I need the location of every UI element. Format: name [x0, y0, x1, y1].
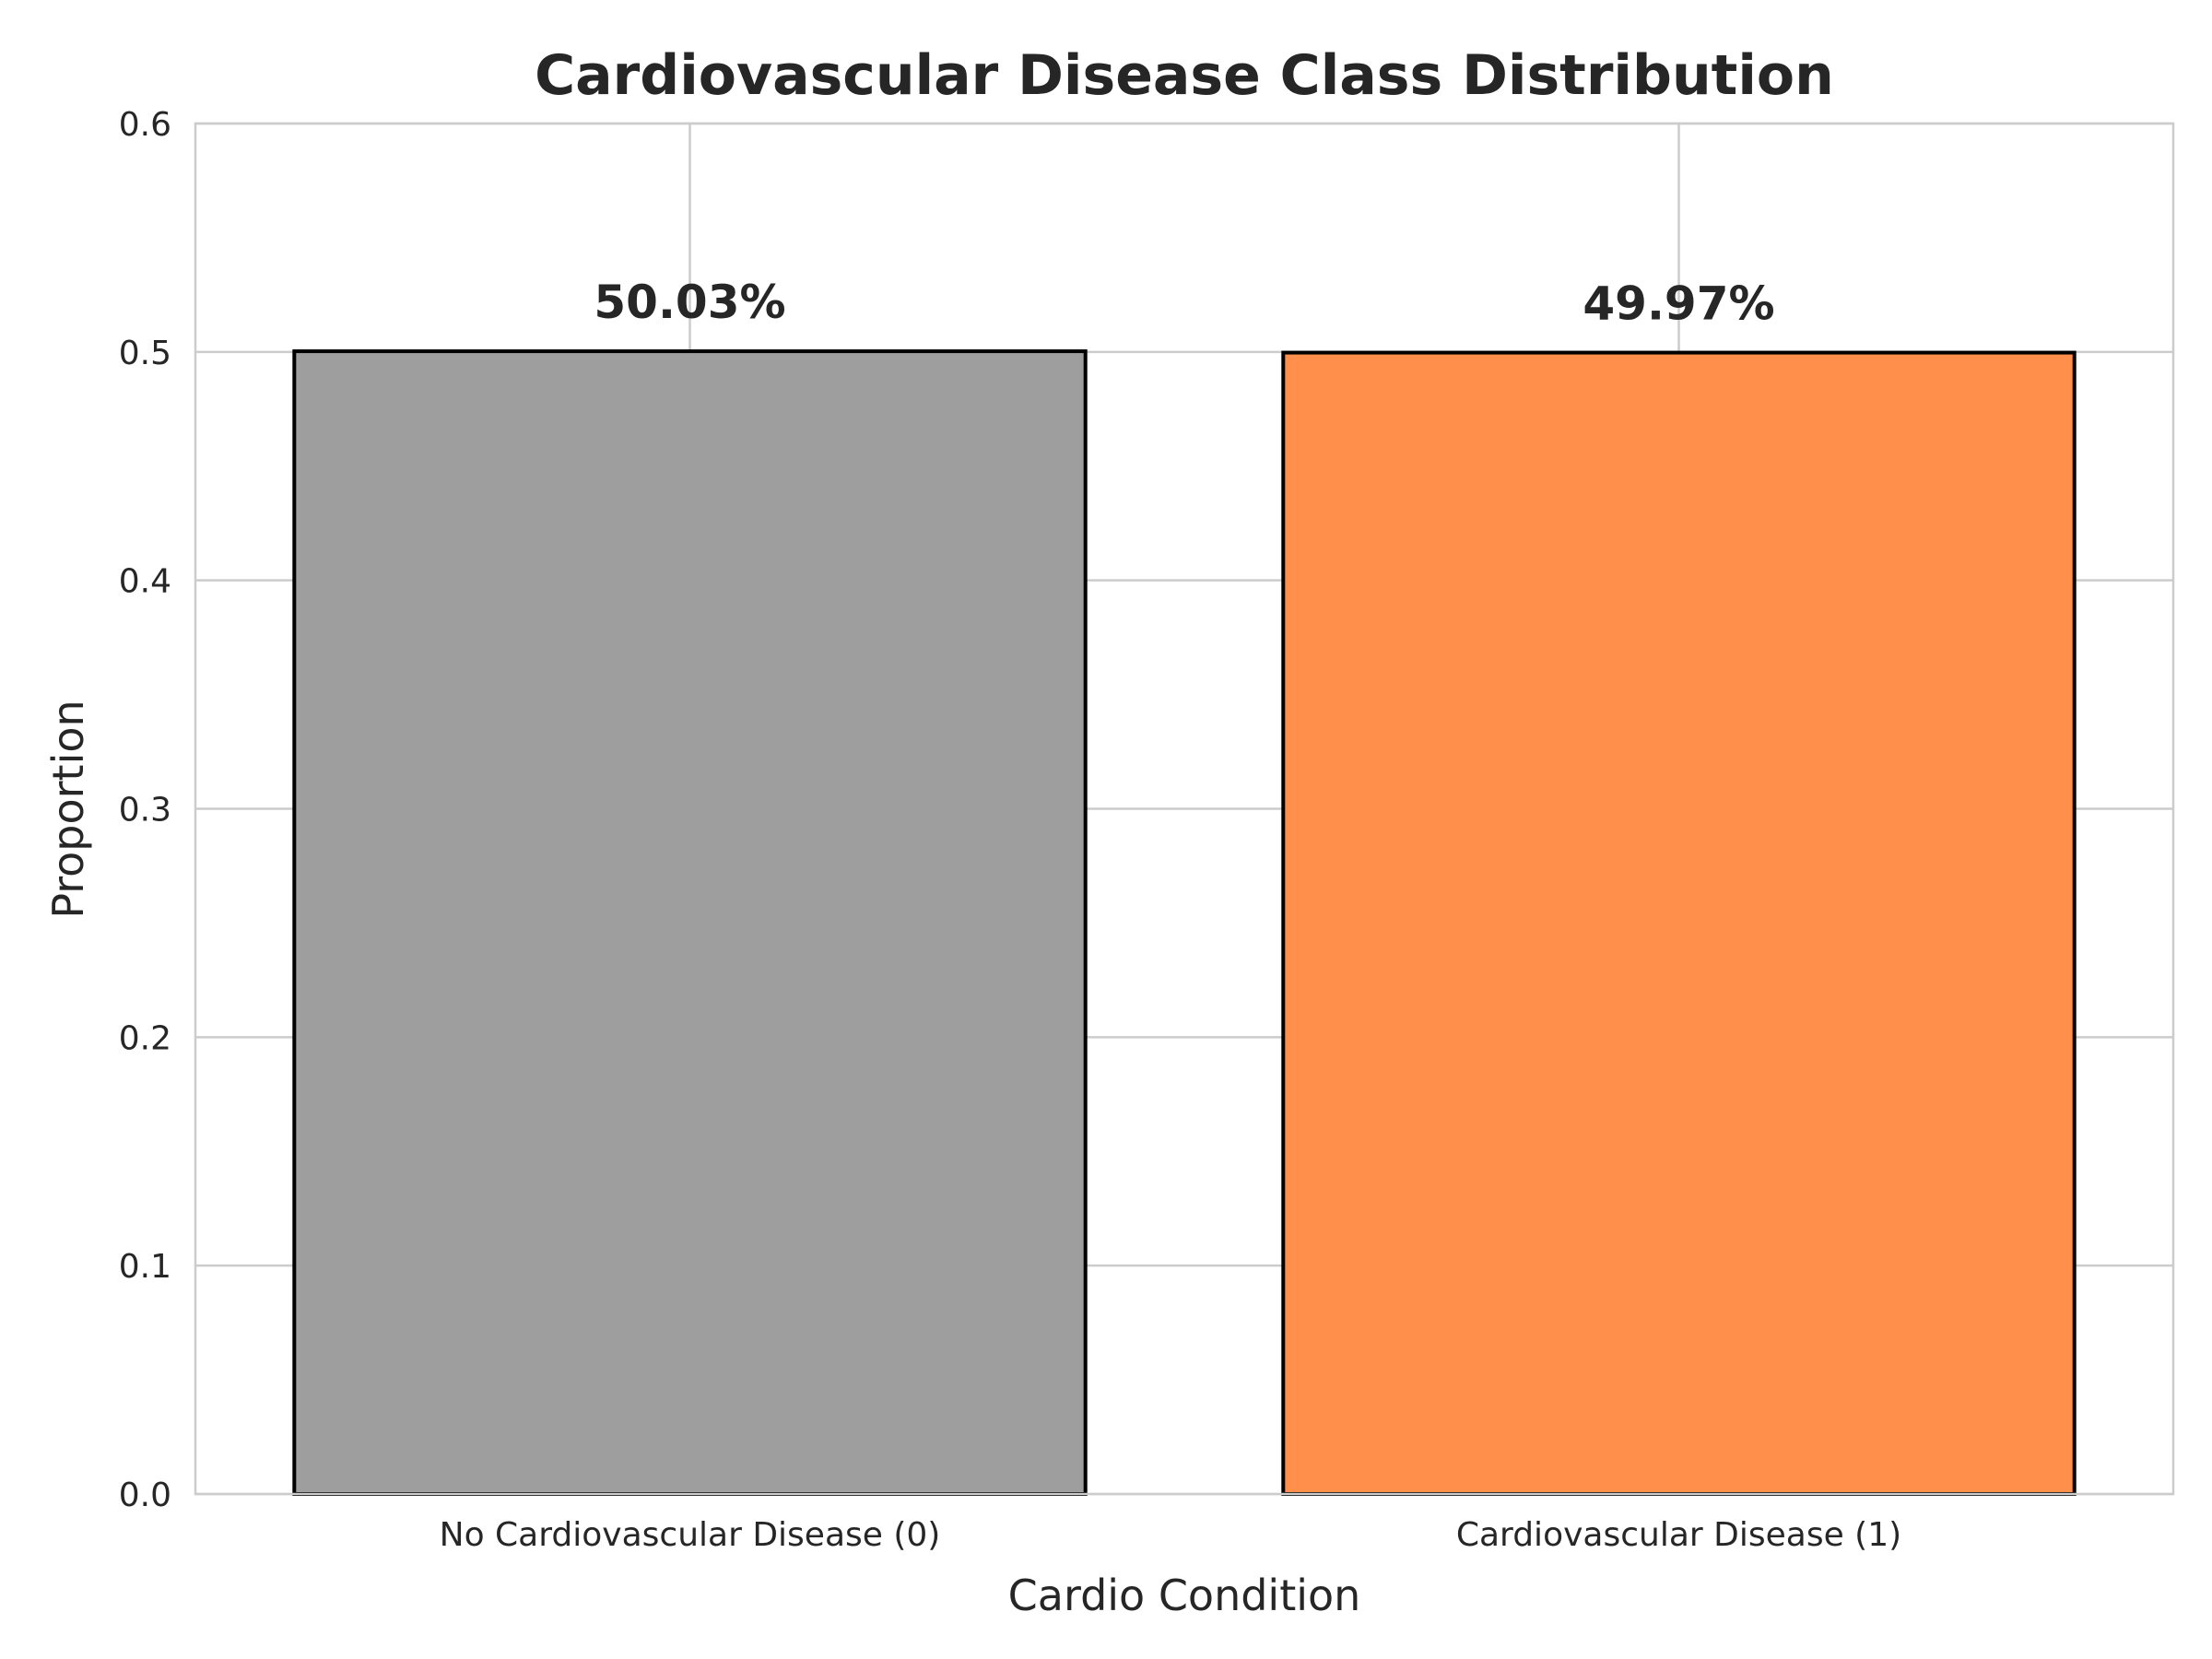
- y-tick-label: 0.4: [119, 563, 171, 601]
- y-tick-label: 0.2: [119, 1019, 171, 1057]
- x-tick-label: No Cardiovascular Disease (0): [440, 1516, 941, 1554]
- bar: [1281, 350, 2077, 1497]
- y-tick-label: 0.0: [119, 1477, 171, 1514]
- x-axis-label: Cardio Condition: [1008, 1571, 1361, 1620]
- x-tick-label: Cardiovascular Disease (1): [1456, 1516, 1901, 1554]
- plot-frame: [194, 122, 2175, 1496]
- data-labels: 50.03% 49.97%: [594, 276, 1774, 330]
- bar: [292, 349, 1088, 1496]
- y-tick-label: 0.1: [119, 1248, 171, 1286]
- tick-labels: 0.0 0.1 0.2 0.3 0.4 0.5 0.6 No Cardiovascular D…: [119, 106, 1901, 1554]
- bar-value-label: 50.03%: [594, 276, 785, 329]
- y-axis-label: Proportion: [43, 700, 93, 918]
- chart-title: Cardiovascular Disease Class Distributio…: [535, 43, 1834, 108]
- bar-value-label: 49.97%: [1583, 277, 1774, 331]
- bars: [292, 349, 2077, 1497]
- y-tick-label: 0.6: [119, 106, 171, 144]
- y-tick-label: 0.3: [119, 792, 171, 830]
- y-tick-label: 0.5: [119, 335, 171, 372]
